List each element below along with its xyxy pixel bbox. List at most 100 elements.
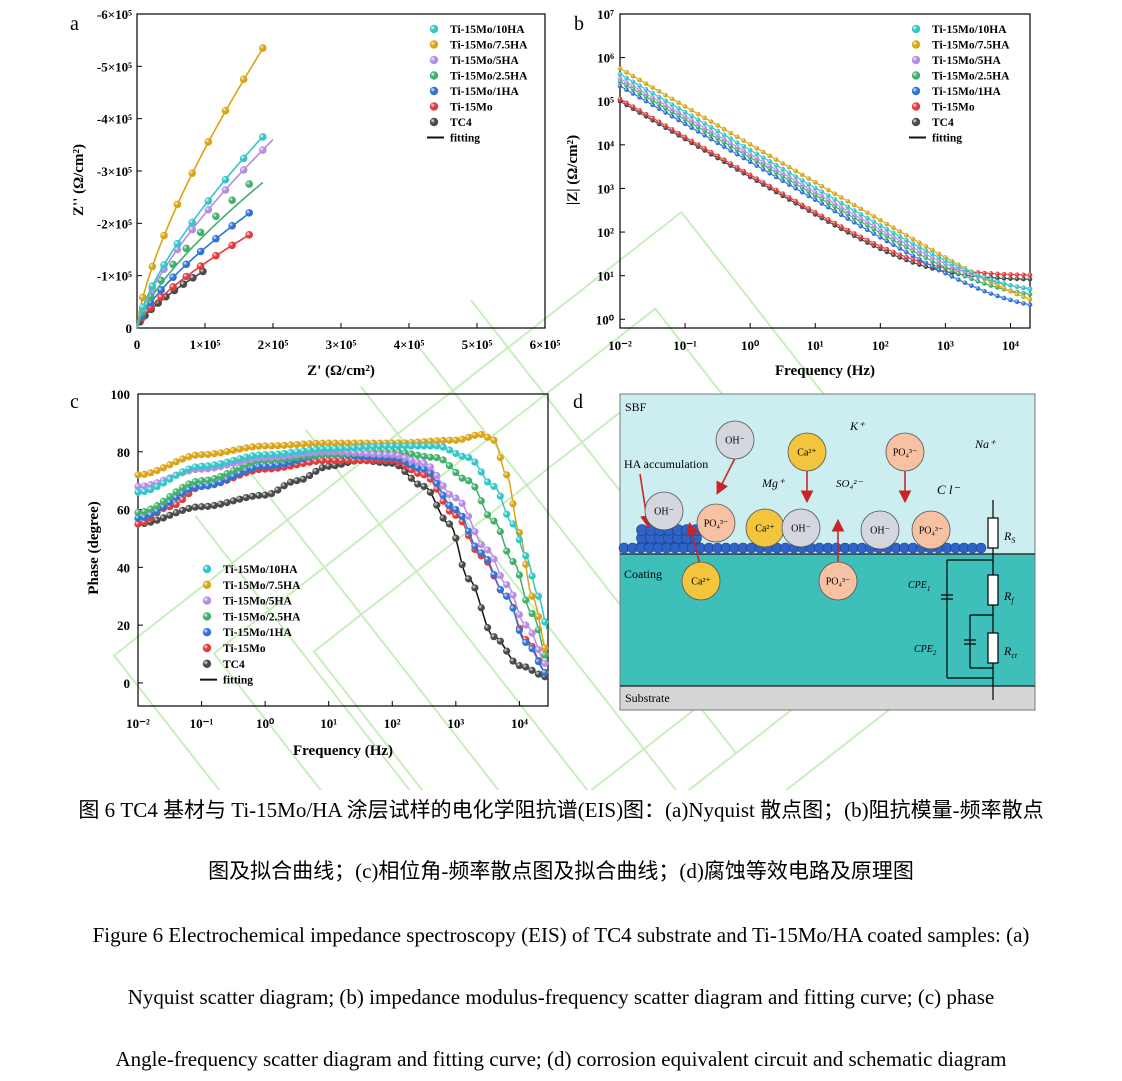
- point-1HA-shine: [871, 231, 877, 236]
- point-1HA-shine: [153, 507, 161, 515]
- point-5HA-shine: [871, 223, 877, 229]
- point-Mo-shine: [819, 213, 825, 219]
- point-5HA-shine: [806, 186, 812, 191]
- point-Mo-shine: [812, 209, 818, 215]
- point-1HA-shine: [147, 511, 155, 519]
- arrow-oh-down: [716, 457, 736, 495]
- point-5HA-shine: [503, 581, 511, 589]
- x-axis-label-b: Frequency (Hz): [775, 363, 875, 379]
- point-TC4-shine: [318, 464, 326, 472]
- point-7.5HA-shine: [221, 106, 230, 115]
- point-7.5HA-shine: [760, 149, 766, 155]
- legend-label: Ti-15Mo: [932, 102, 975, 114]
- point-7.5HA-shine: [825, 187, 831, 193]
- point-7.5HA-shine: [503, 471, 511, 479]
- panel-label-c: c: [70, 391, 79, 413]
- point-TC4-shine: [286, 478, 295, 486]
- point-1HA-shine: [806, 193, 812, 199]
- point-2.5HA-shine: [522, 596, 530, 604]
- point-7.5HA-shine: [318, 439, 326, 447]
- point-7.5HA-shine: [197, 451, 206, 459]
- point-5HA-shine: [395, 451, 403, 460]
- point-5HA-shine: [624, 80, 629, 85]
- point-10HA-shine: [477, 468, 485, 476]
- point-5HA-shine: [773, 167, 779, 172]
- legend-label: Ti-15Mo: [450, 102, 493, 114]
- point-10HA-shine: [509, 520, 517, 528]
- point-7.5HA-shine: [458, 435, 466, 443]
- point-Mo-shine: [838, 224, 844, 229]
- legend-label: TC4: [223, 659, 245, 671]
- point-7.5HA-shine: [148, 262, 157, 271]
- y-tick-label-c: 0: [124, 676, 131, 691]
- resistor-rf: [987, 574, 999, 606]
- point-7.5HA-shine: [248, 443, 257, 451]
- point-1HA-shine: [534, 658, 543, 666]
- point-1HA-shine: [223, 475, 231, 483]
- point-10HA-shine: [259, 133, 267, 141]
- point-2.5HA-shine: [236, 463, 244, 472]
- point-1HA-shine: [159, 503, 168, 511]
- legend-marker-shine: [429, 55, 439, 65]
- legend-marker-shine: [429, 86, 439, 96]
- point-TC4-shine: [299, 475, 307, 483]
- point-7.5HA-shine: [204, 450, 212, 459]
- point-Mo-shine: [806, 206, 812, 211]
- point-10HA-shine: [1021, 285, 1026, 291]
- ca-ion-label: Ca²⁺: [797, 448, 816, 459]
- point-1HA-shine: [754, 163, 759, 168]
- point-1HA-shine: [910, 253, 916, 259]
- point-Mo-shine: [1014, 272, 1020, 277]
- point-10HA-shine: [721, 132, 727, 138]
- point-7.5HA-shine: [838, 195, 844, 200]
- point-10HA-shine: [350, 444, 358, 452]
- point-TC4-shine: [464, 575, 473, 583]
- point-TC4-shine: [274, 486, 282, 494]
- point-5HA-shine: [884, 230, 890, 236]
- point-Mo-shine: [344, 456, 352, 465]
- point-5HA-shine: [708, 129, 714, 134]
- point-10HA-shine: [689, 113, 694, 119]
- y-axis-label-c: Phase (degree): [86, 501, 102, 594]
- point-1HA-shine: [767, 170, 772, 176]
- cpe1-label: CPE1: [908, 580, 930, 593]
- point-Mo-shine: [799, 202, 805, 208]
- point-TC4-shine: [178, 506, 187, 515]
- y-tick-label-a: -4×10⁵: [97, 112, 132, 127]
- point-5HA-shine: [663, 102, 668, 108]
- point-10HA-shine: [995, 279, 1000, 284]
- legend-label: Ti-15Mo/5HA: [450, 55, 519, 67]
- point-1HA-shine: [904, 249, 909, 255]
- point-5HA-shine: [669, 106, 675, 112]
- point-Mo-shine: [728, 161, 733, 166]
- point-2.5HA-shine: [891, 237, 896, 243]
- point-1HA-shine: [484, 556, 492, 564]
- point-1HA-shine: [509, 604, 517, 612]
- x-tick-label-b: 10⁰: [741, 338, 760, 353]
- point-1HA-shine: [496, 585, 504, 594]
- y-tick-label-a: -6×10⁵: [97, 7, 132, 22]
- point-2.5HA-shine: [217, 472, 225, 480]
- point-10HA-shine: [643, 87, 649, 92]
- bode-phase-chart: c 10⁻² 10⁻¹ 10⁰ 10¹ 10² 10³ 10⁴ 0 20 40 60 80 100 Ti…: [70, 387, 549, 759]
- point-1HA-shine: [210, 480, 218, 488]
- point-5HA-shine: [134, 482, 142, 491]
- point-1HA-shine: [477, 549, 485, 557]
- point-1HA-shine: [245, 209, 253, 217]
- point-10HA-shine: [452, 449, 460, 458]
- point-10HA-shine: [299, 447, 307, 455]
- ca-ion: [681, 561, 721, 601]
- point-7.5HA-shine: [229, 446, 237, 454]
- watermark-stroke: [249, 472, 572, 790]
- point-5HA-shine: [786, 174, 792, 180]
- point-Mo-shine: [845, 227, 851, 233]
- point-5HA-shine: [825, 197, 831, 203]
- point-Mo-shine: [982, 270, 987, 276]
- point-2.5HA-shine: [229, 466, 237, 475]
- point-Mo-shine: [312, 457, 320, 465]
- point-7.5HA-shine: [1014, 291, 1020, 297]
- point-10HA-shine: [445, 446, 454, 454]
- point-10HA-shine: [433, 442, 441, 450]
- point-7.5HA-shine: [793, 168, 799, 174]
- point-2.5HA-shine: [159, 497, 168, 505]
